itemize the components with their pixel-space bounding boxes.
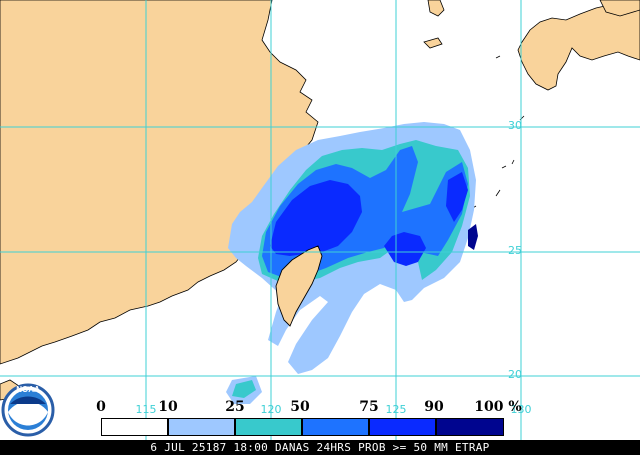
land-jeju bbox=[423, 37, 443, 49]
graticule bbox=[0, 0, 640, 440]
lat-label-30: 30 bbox=[508, 119, 522, 132]
legend-swatch-90-100 bbox=[436, 418, 504, 436]
lon-label-130: 130 bbox=[510, 403, 532, 416]
prob-band-90-100 bbox=[468, 224, 478, 250]
legend-swatch-25-50 bbox=[235, 418, 302, 436]
legend-swatch-0-10 bbox=[101, 418, 168, 436]
legend-swatch-10-25 bbox=[168, 418, 235, 436]
land-japan-north bbox=[599, 0, 640, 17]
legend-swatch-75-90 bbox=[369, 418, 436, 436]
land-japan bbox=[517, 0, 640, 91]
prob-band-25-50-south bbox=[232, 380, 256, 398]
legend-label-100: 100 % bbox=[474, 399, 522, 415]
legend-label-10: 10 bbox=[158, 399, 178, 415]
legend-label-0: 0 bbox=[96, 399, 106, 415]
lon-label-125: 125 bbox=[385, 403, 407, 416]
legend-label-50: 50 bbox=[290, 399, 310, 415]
land-korea bbox=[427, 0, 445, 17]
noaa-logo: NOAA bbox=[1, 383, 55, 437]
lon-label-115: 115 bbox=[135, 403, 157, 416]
noaa-logo-text: NOAA bbox=[16, 385, 40, 394]
legend-label-25: 25 bbox=[225, 399, 245, 415]
legend-label-90: 90 bbox=[424, 399, 444, 415]
land-taiwan bbox=[275, 245, 323, 327]
lon-label-120: 120 bbox=[260, 403, 282, 416]
prob-band-75-90-c bbox=[446, 172, 468, 222]
prob-band-75-90-b bbox=[384, 232, 426, 266]
legend-swatch-50-75 bbox=[302, 418, 369, 436]
probability-field bbox=[226, 122, 478, 404]
legend-label-75: 75 bbox=[359, 399, 379, 415]
map-caption: 6 JUL 25187 18:00 DANAS 24HRS PROB >= 50… bbox=[0, 440, 640, 455]
prob-band-75-90 bbox=[270, 180, 362, 256]
lat-label-25: 25 bbox=[508, 244, 522, 257]
lat-label-20: 20 bbox=[508, 368, 522, 381]
